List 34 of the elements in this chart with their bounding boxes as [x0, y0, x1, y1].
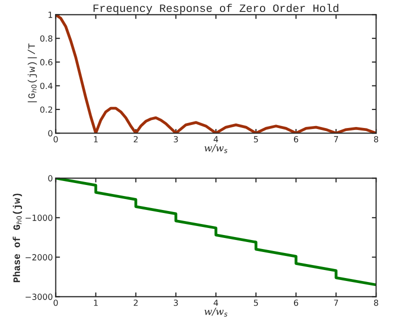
x-tick-label: 3	[174, 300, 178, 306]
y-axis-title: |G$_{h0}$(jw)|/T	[28, 44, 37, 102]
x-tick-label: 8	[374, 136, 378, 142]
x-tick-label: 7	[334, 300, 338, 306]
y-tick-label: −1000	[26, 214, 52, 221]
y-tick-label: 0	[48, 175, 52, 182]
y-tick-label: 0.8	[40, 35, 52, 42]
x-tick-label: 2	[134, 300, 138, 306]
y-axis-title: Phase of G$_{h0}$(jw)	[12, 194, 22, 282]
y-tick-label: 0	[48, 130, 52, 136]
x-tick-label: 6	[294, 300, 298, 306]
y-tick-label: 0.2	[40, 106, 52, 113]
x-tick-label: 3	[174, 136, 178, 142]
x-axis-title: w/w$_{s}$	[204, 144, 228, 154]
line-series	[56, 14, 376, 134]
x-tick-label: 5	[254, 300, 258, 306]
x-tick-label: 1	[94, 136, 98, 142]
y-tick-label: 0.6	[40, 59, 52, 66]
x-tick-label: 5	[254, 136, 258, 142]
x-tick-label: 7	[334, 136, 338, 142]
y-tick-label: 1	[48, 12, 52, 18]
y-tick-label: 0.4	[40, 82, 52, 90]
x-tick-label: 1	[94, 300, 98, 306]
x-tick-label: 0	[54, 300, 58, 306]
x-tick-label: 8	[374, 300, 378, 306]
chart-title: Frequency Response of Zero Order Hold	[94, 4, 338, 14]
x-tick-label: 2	[134, 136, 138, 142]
x-tick-label: 0	[54, 136, 58, 142]
x-tick-label: 4	[214, 300, 218, 306]
x-axis-title: w/w$_{s}$	[204, 308, 228, 317]
x-tick-label: 6	[294, 136, 298, 142]
y-tick-label: −2000	[26, 254, 52, 260]
x-tick-label: 4	[214, 136, 218, 142]
y-tick-label: −3000	[26, 294, 52, 300]
